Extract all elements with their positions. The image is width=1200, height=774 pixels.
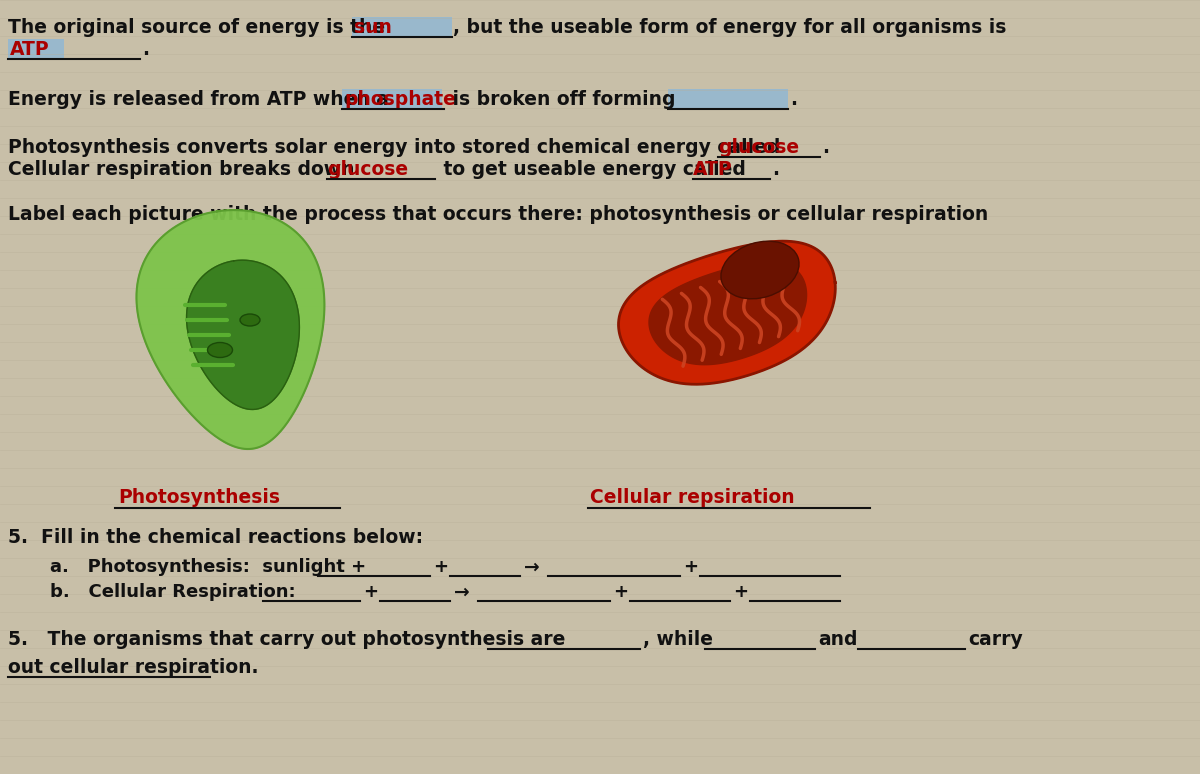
Ellipse shape (721, 241, 799, 299)
Text: +: + (433, 558, 448, 576)
Text: phosphate: phosphate (344, 90, 456, 109)
Text: ATP: ATP (10, 40, 49, 59)
Text: Photosynthesis converts solar energy into stored chemical energy called: Photosynthesis converts solar energy int… (8, 138, 787, 157)
Polygon shape (186, 260, 299, 409)
Text: a.   Photosynthesis:  sunlight +: a. Photosynthesis: sunlight + (50, 558, 366, 576)
Text: .: . (772, 160, 779, 179)
Text: .: . (822, 138, 829, 157)
Text: , but the useable form of energy for all organisms is: , but the useable form of energy for all… (454, 18, 1007, 37)
Text: →: → (454, 583, 469, 602)
Polygon shape (618, 241, 835, 384)
Text: to get useable energy called: to get useable energy called (437, 160, 752, 179)
Text: b.   Cellular Respiration:: b. Cellular Respiration: (50, 583, 295, 601)
Text: +: + (613, 583, 628, 601)
Text: ATP: ATP (694, 160, 733, 179)
Text: 5.   The organisms that carry out photosynthesis are: 5. The organisms that carry out photosyn… (8, 630, 565, 649)
Text: out cellular respiration.: out cellular respiration. (8, 658, 258, 677)
Text: and: and (818, 630, 858, 649)
Ellipse shape (240, 314, 260, 326)
FancyBboxPatch shape (352, 17, 452, 37)
Text: Photosynthesis: Photosynthesis (118, 488, 280, 507)
Text: .: . (142, 40, 149, 59)
Text: Energy is released from ATP when a: Energy is released from ATP when a (8, 90, 395, 109)
Text: , while: , while (643, 630, 713, 649)
Text: +: + (364, 583, 378, 601)
Text: is broken off forming: is broken off forming (446, 90, 676, 109)
Polygon shape (137, 210, 324, 449)
Ellipse shape (208, 343, 233, 358)
Text: sun: sun (354, 18, 392, 37)
Text: +: + (683, 558, 698, 576)
Text: carry: carry (968, 630, 1022, 649)
Text: The original source of energy is the: The original source of energy is the (8, 18, 391, 37)
FancyBboxPatch shape (668, 89, 788, 109)
Text: 5.  Fill in the chemical reactions below:: 5. Fill in the chemical reactions below: (8, 528, 424, 547)
Text: glucose: glucose (326, 160, 408, 179)
Text: glucose: glucose (718, 138, 799, 157)
FancyBboxPatch shape (342, 89, 442, 109)
Text: Cellular respiration breaks down: Cellular respiration breaks down (8, 160, 361, 179)
Text: Cellular repsiration: Cellular repsiration (590, 488, 794, 507)
Text: Label each picture with the process that occurs there: photosynthesis or cellula: Label each picture with the process that… (8, 205, 989, 224)
Polygon shape (649, 262, 806, 365)
Text: .: . (790, 90, 797, 109)
FancyBboxPatch shape (8, 39, 64, 59)
Text: +: + (733, 583, 748, 601)
Text: →: → (524, 558, 540, 577)
